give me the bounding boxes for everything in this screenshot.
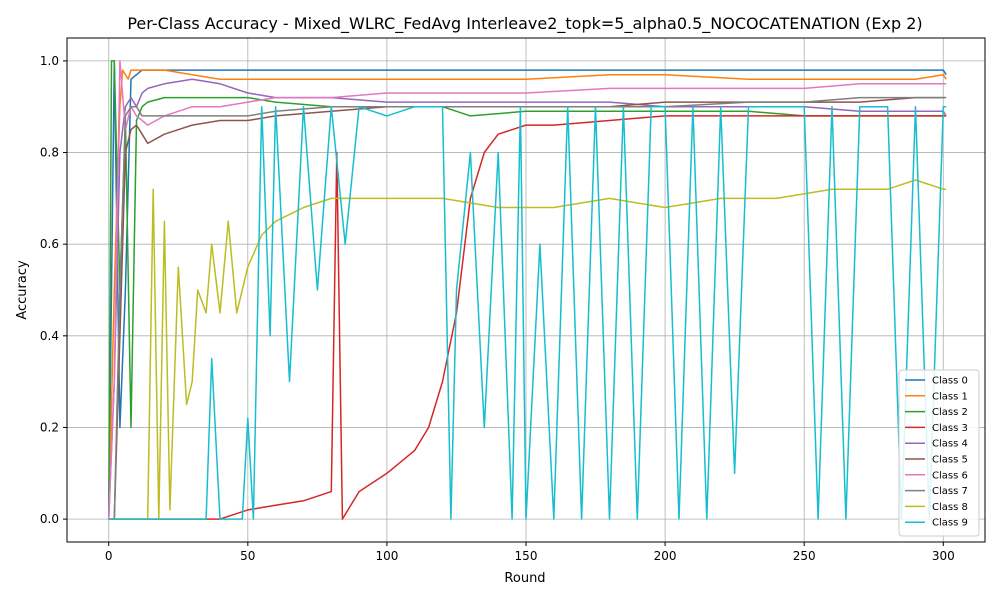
x-tick-label: 0 — [105, 549, 113, 563]
legend-label: Class 1 — [932, 391, 968, 402]
x-tick-label: 50 — [240, 549, 255, 563]
series-line-class-0 — [107, 60, 947, 520]
series-lines — [107, 60, 947, 520]
y-axis-label: Accuracy — [15, 260, 30, 320]
legend-label: Class 8 — [932, 502, 968, 513]
y-tick-label: 0.8 — [40, 146, 59, 160]
legend: Class 0 Class 1 Class 2 Class 3 Class 4 Class… — [898, 369, 980, 537]
series-line-class-8 — [108, 179, 947, 520]
legend-label: Class 0 — [932, 376, 968, 387]
y-tick-label: 0.0 — [40, 512, 59, 526]
legend-label: Class 6 — [932, 470, 968, 481]
chart-title: Per-Class Accuracy - Mixed_WLRC_FedAvg I… — [127, 14, 922, 34]
x-tick-label: 250 — [793, 549, 816, 563]
y-tick-label: 0.6 — [40, 237, 59, 251]
y-tick-label: 0.4 — [40, 329, 59, 343]
series-line-class-1 — [107, 69, 947, 520]
legend-label: Class 3 — [932, 423, 968, 434]
series-line-class-9 — [108, 105, 947, 520]
x-tick-label: 300 — [932, 549, 955, 563]
legend-label: Class 2 — [932, 407, 968, 418]
x-axis-label: Round — [504, 571, 545, 586]
x-tick-label: 200 — [654, 549, 677, 563]
axis-ticks: 0 50 100 150 200 250 300 0.0 0.2 0.4 0.6 0.8 1.0 — [40, 54, 955, 563]
series-line-class-2 — [107, 60, 947, 520]
legend-label: Class 9 — [932, 518, 968, 529]
legend-label: Class 5 — [932, 455, 968, 466]
x-tick-label: 150 — [515, 549, 538, 563]
legend-label: Class 7 — [932, 486, 968, 497]
y-tick-label: 1.0 — [40, 54, 59, 68]
y-tick-label: 0.2 — [40, 420, 59, 434]
x-tick-label: 100 — [375, 549, 398, 563]
legend-label: Class 4 — [932, 439, 968, 450]
